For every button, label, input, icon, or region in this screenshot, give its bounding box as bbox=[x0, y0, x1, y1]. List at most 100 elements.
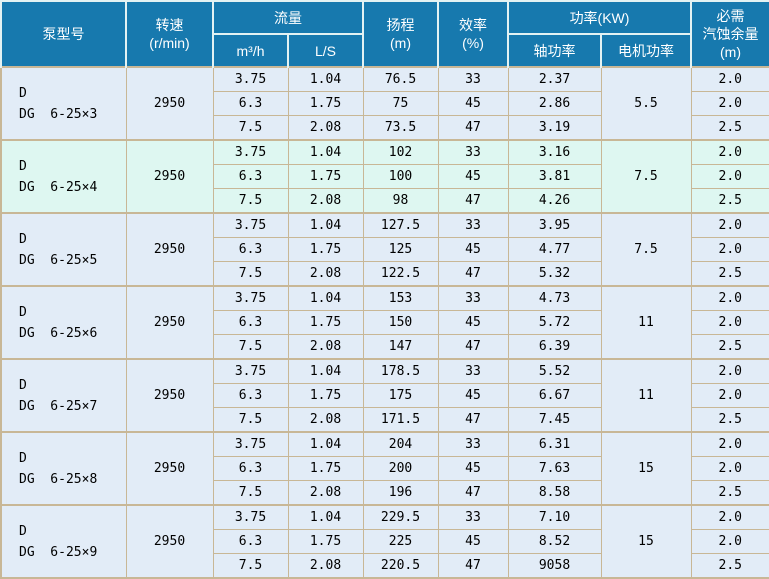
efficiency-cell: 47 bbox=[437, 334, 509, 360]
col-header-flow-ls: L/S bbox=[287, 33, 364, 68]
col-header-head-line1: 扬程 bbox=[386, 17, 415, 33]
shaft-power-cell: 3.95 bbox=[507, 212, 602, 238]
pump-model-line1: D bbox=[19, 85, 27, 101]
npsh-cell: 2.5 bbox=[690, 407, 769, 433]
flow-ls-cell: 1.04 bbox=[287, 66, 364, 92]
table-row: 7.5 2.08 171.5 47 7.45 2.5 bbox=[1, 407, 769, 433]
header-row-sub: m³/h L/S 轴功率 电机功率 bbox=[1, 33, 769, 68]
shaft-power-cell: 7.63 bbox=[507, 456, 602, 481]
efficiency-cell: 45 bbox=[437, 529, 509, 554]
head-cell: 147 bbox=[362, 334, 439, 360]
shaft-power-cell: 2.86 bbox=[507, 91, 602, 116]
head-cell: 122.5 bbox=[362, 261, 439, 287]
shaft-power-cell: 6.39 bbox=[507, 334, 602, 360]
efficiency-cell: 47 bbox=[437, 188, 509, 214]
npsh-cell: 2.5 bbox=[690, 261, 769, 287]
pump-model-cell: D DG 6-25×9 bbox=[0, 504, 127, 579]
flow-ls-cell: 1.04 bbox=[287, 139, 364, 165]
flow-m3h-cell: 6.3 bbox=[212, 164, 289, 189]
motor-power-cell: 15 bbox=[600, 431, 692, 506]
flow-ls-cell: 1.04 bbox=[287, 431, 364, 457]
speed-cell: 2950 bbox=[125, 139, 214, 214]
efficiency-cell: 47 bbox=[437, 407, 509, 433]
flow-ls-cell: 1.75 bbox=[287, 237, 364, 262]
flow-ls-cell: 1.04 bbox=[287, 504, 364, 530]
pump-model-line2: DG 6-25×5 bbox=[19, 252, 98, 268]
table-row: 7.5 2.08 122.5 47 5.32 2.5 bbox=[1, 261, 769, 287]
efficiency-cell: 33 bbox=[437, 212, 509, 238]
col-header-efficiency-line1: 效率 bbox=[459, 17, 487, 33]
npsh-cell: 2.5 bbox=[690, 480, 769, 506]
flow-m3h-cell: 6.3 bbox=[212, 456, 289, 481]
flow-m3h-cell: 3.75 bbox=[212, 358, 289, 384]
table-row: 6.3 1.75 225 45 8.52 2.0 bbox=[1, 529, 769, 554]
table-row: D DG 6-25×9 2950 3.75 1.04 229.5 33 7.10 15 2.0 bbox=[0, 504, 769, 579]
table-row: D DG 6-25×7 2950 3.75 1.04 178.5 33 5.52 11 2.0 bbox=[0, 358, 769, 433]
head-cell: 150 bbox=[362, 310, 439, 335]
pump-model-line2: DG 6-25×8 bbox=[19, 471, 98, 487]
head-cell: 225 bbox=[362, 529, 439, 554]
col-header-head: 扬程 (m) bbox=[362, 0, 439, 68]
motor-power-cell: 11 bbox=[600, 358, 692, 433]
flow-m3h-cell: 3.75 bbox=[212, 139, 289, 165]
col-header-speed: 转速 (r/min) bbox=[125, 0, 214, 68]
table-body: D DG 6-25×3 2950 3.75 1.04 76.5 33 2.37 5.5 2.0 6.… bbox=[0, 66, 769, 579]
table-row: 6.3 1.75 150 45 5.72 2.0 bbox=[1, 310, 769, 335]
flow-m3h-cell: 6.3 bbox=[212, 383, 289, 408]
table-row: 6.3 1.75 175 45 6.67 2.0 bbox=[1, 383, 769, 408]
col-header-motor-power: 电机功率 bbox=[599, 33, 693, 68]
shaft-power-cell: 8.52 bbox=[507, 529, 602, 554]
flow-ls-cell: 2.08 bbox=[287, 480, 364, 506]
npsh-cell: 2.0 bbox=[690, 431, 769, 457]
flow-m3h-cell: 3.75 bbox=[212, 504, 289, 530]
header-row-top: 泵型号 转速 (r/min) 流量 扬程 (m) 效率 (%) 功率(KW) 必… bbox=[0, 0, 769, 68]
table-row: D DG 6-25×5 2950 3.75 1.04 127.5 33 3.95 7.5 2.0 bbox=[0, 212, 769, 287]
head-cell: 100 bbox=[362, 164, 439, 189]
pump-model-line1: D bbox=[19, 304, 27, 320]
npsh-cell: 2.0 bbox=[690, 237, 769, 262]
flow-m3h-cell: 6.3 bbox=[212, 310, 289, 335]
pump-model-line2: DG 6-25×9 bbox=[19, 544, 98, 560]
npsh-cell: 2.0 bbox=[690, 456, 769, 481]
speed-cell: 2950 bbox=[125, 504, 214, 579]
shaft-power-cell: 9058 bbox=[507, 553, 602, 579]
speed-cell: 2950 bbox=[125, 431, 214, 506]
efficiency-cell: 45 bbox=[437, 91, 509, 116]
table-row: 7.5 2.08 196 47 8.58 2.5 bbox=[1, 480, 769, 506]
head-cell: 175 bbox=[362, 383, 439, 408]
shaft-power-cell: 3.19 bbox=[507, 115, 602, 141]
pump-model-line1: D bbox=[19, 158, 27, 174]
flow-ls-cell: 2.08 bbox=[287, 188, 364, 214]
efficiency-cell: 33 bbox=[437, 504, 509, 530]
shaft-power-cell: 5.52 bbox=[507, 358, 602, 384]
efficiency-cell: 33 bbox=[437, 66, 509, 92]
col-header-power: 功率(KW) bbox=[506, 0, 693, 35]
shaft-power-cell: 5.32 bbox=[507, 261, 602, 287]
flow-ls-cell: 2.08 bbox=[287, 334, 364, 360]
table-row: 6.3 1.75 125 45 4.77 2.0 bbox=[1, 237, 769, 262]
head-cell: 204 bbox=[362, 431, 439, 457]
flow-ls-cell: 1.75 bbox=[287, 310, 364, 335]
motor-power-cell: 11 bbox=[600, 285, 692, 360]
shaft-power-cell: 6.31 bbox=[507, 431, 602, 457]
efficiency-cell: 45 bbox=[437, 164, 509, 189]
npsh-cell: 2.0 bbox=[690, 358, 769, 384]
npsh-cell: 2.5 bbox=[690, 553, 769, 579]
flow-m3h-cell: 3.75 bbox=[212, 431, 289, 457]
flow-m3h-cell: 7.5 bbox=[212, 261, 289, 287]
col-header-efficiency: 效率 (%) bbox=[437, 0, 509, 68]
flow-m3h-cell: 7.5 bbox=[212, 334, 289, 360]
npsh-cell: 2.0 bbox=[690, 66, 769, 92]
efficiency-cell: 47 bbox=[437, 480, 509, 506]
npsh-cell: 2.5 bbox=[690, 115, 769, 141]
head-cell: 220.5 bbox=[362, 553, 439, 579]
pump-model-line2: DG 6-25×3 bbox=[19, 106, 98, 122]
flow-ls-cell: 2.08 bbox=[287, 261, 364, 287]
shaft-power-cell: 2.37 bbox=[507, 66, 602, 92]
col-header-flow-m3h: m³/h bbox=[212, 33, 289, 68]
col-header-npsh-line2: 汽蚀余量 bbox=[702, 26, 759, 42]
flow-ls-cell: 1.04 bbox=[287, 285, 364, 311]
col-header-pump-model: 泵型号 bbox=[0, 0, 127, 68]
npsh-cell: 2.0 bbox=[690, 164, 769, 189]
